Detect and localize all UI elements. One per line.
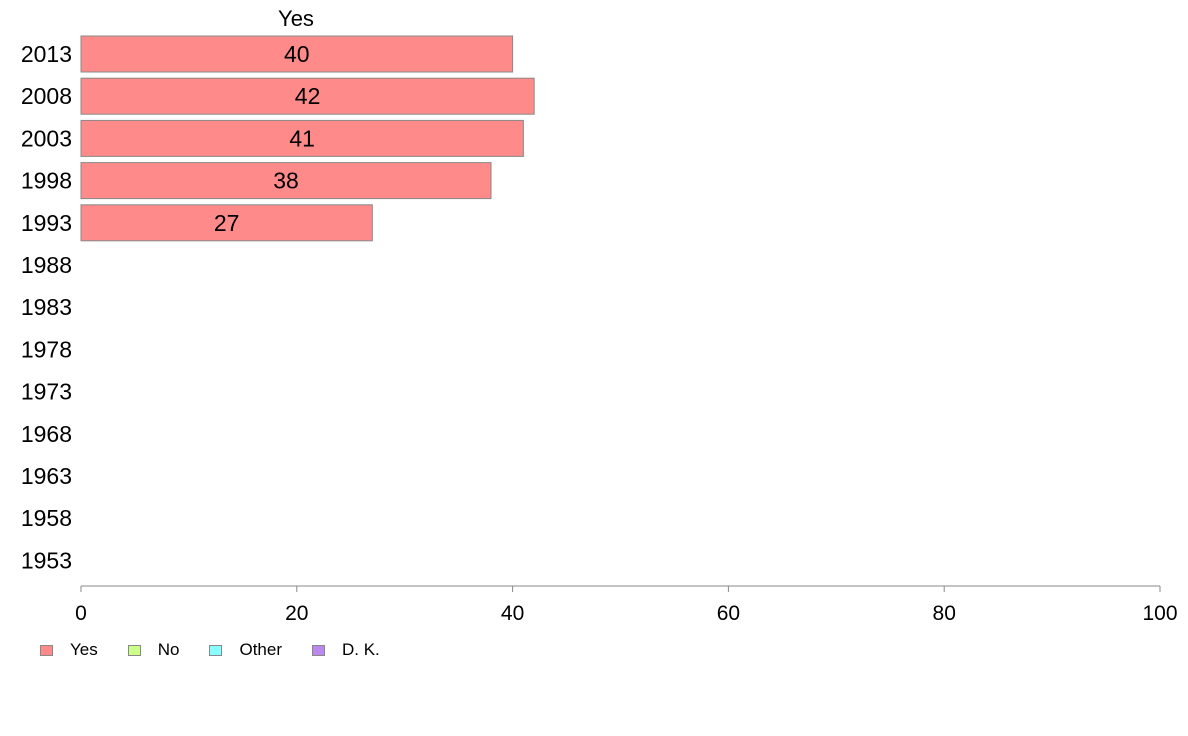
y-tick-label: 1978 — [21, 336, 72, 362]
legend-label: Yes — [70, 640, 98, 659]
bar-data-label: 27 — [214, 210, 240, 236]
chart-title: Yes — [278, 6, 314, 31]
x-tick-label: 60 — [717, 602, 740, 625]
y-tick-label: 1993 — [21, 210, 72, 236]
bar-data-label: 42 — [295, 83, 321, 109]
bar-data-label: 38 — [273, 168, 299, 194]
legend-label: D. K. — [342, 640, 380, 659]
legend-label: No — [157, 640, 180, 659]
y-tick-label: 1983 — [21, 294, 72, 320]
legend-swatch — [312, 644, 325, 656]
legend-item: No — [127, 640, 180, 660]
legend-swatch — [40, 644, 53, 656]
x-axis: 0 20 40 60 80 100 — [75, 585, 1178, 625]
y-axis-labels: 2013 2008 2003 1998 1993 1988 1983 1978 1973 1968… — [21, 41, 72, 573]
bar-data-label: 40 — [284, 41, 310, 67]
bar-data-label: 41 — [289, 125, 315, 151]
bars-group: 40 42 41 38 27 — [80, 35, 535, 242]
legend-item: Other — [209, 640, 282, 660]
y-tick-label: 1973 — [21, 379, 72, 405]
legend-item: Yes — [40, 640, 98, 660]
x-tick-label: 40 — [501, 602, 524, 625]
bar-yes — [80, 162, 492, 200]
y-tick-label: 1963 — [21, 463, 72, 489]
y-tick-label: 2013 — [21, 41, 72, 67]
y-tick-label: 1998 — [21, 168, 72, 194]
y-tick-label: 1958 — [21, 505, 72, 531]
y-tick-label: 1968 — [21, 421, 72, 447]
y-tick-label: 1953 — [21, 547, 72, 573]
x-tick-label: 80 — [933, 602, 956, 625]
y-tick-label: 1988 — [21, 252, 72, 278]
y-tick-label: 2003 — [21, 125, 72, 151]
legend-label: Other — [239, 640, 282, 659]
bar-yes — [80, 119, 524, 157]
bar-yes — [80, 204, 373, 242]
bar-yes — [80, 77, 535, 115]
y-tick-label: 2008 — [21, 83, 72, 109]
x-tick-label: 0 — [75, 602, 87, 625]
x-tick-label: 20 — [285, 602, 308, 625]
legend: Yes No Other D. K. — [40, 640, 410, 660]
legend-swatch — [209, 644, 223, 656]
legend-swatch — [127, 644, 141, 656]
legend-item: D. K. — [312, 640, 380, 660]
x-tick-label: 100 — [1142, 602, 1177, 625]
bar-yes — [80, 35, 514, 73]
